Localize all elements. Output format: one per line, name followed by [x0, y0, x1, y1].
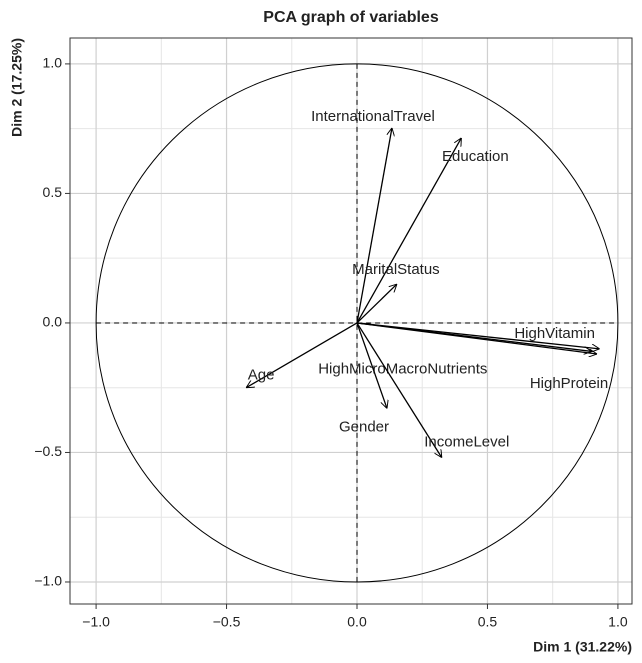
variable-arrow — [356, 322, 387, 408]
plot-border — [69, 37, 633, 605]
variable-label: HighMicroMacroNutrients — [318, 360, 487, 377]
x-tick-label: 1.0 — [608, 614, 628, 630]
variable-label: MaritalStatus — [352, 261, 440, 278]
variable-label: IncomeLevel — [424, 434, 509, 451]
y-tick-label: 0.5 — [43, 184, 63, 200]
x-tick-label: −0.5 — [213, 614, 241, 630]
variable-arrow — [356, 284, 397, 324]
x-tick-label: 0.5 — [478, 614, 498, 630]
variable-label: Gender — [339, 418, 389, 435]
y-axis-label: Dim 2 (17.25%) — [9, 38, 25, 137]
variable-arrow — [356, 128, 392, 324]
unit-circle — [95, 63, 619, 583]
x-tick-label: 0.0 — [347, 614, 367, 630]
variable-label: Education — [442, 148, 509, 165]
variable-arrow — [356, 322, 597, 354]
y-tick-label: −0.5 — [34, 443, 62, 459]
y-tick-label: −1.0 — [34, 573, 62, 589]
variable-arrow — [356, 322, 442, 458]
variable-label: Age — [248, 367, 275, 384]
variable-arrow — [246, 322, 358, 389]
chart-title: PCA graph of variables — [263, 9, 439, 26]
variable-label: HighVitamin — [514, 325, 595, 342]
variable-label: HighProtein — [530, 375, 608, 392]
x-tick-label: −1.0 — [82, 614, 110, 630]
y-tick-label: 1.0 — [43, 55, 63, 71]
y-tick-label: 0.0 — [43, 314, 63, 330]
variable-arrow — [356, 138, 462, 324]
variable-label: InternationalTravel — [311, 108, 435, 125]
x-axis-label: Dim 1 (31.22%) — [533, 639, 632, 655]
